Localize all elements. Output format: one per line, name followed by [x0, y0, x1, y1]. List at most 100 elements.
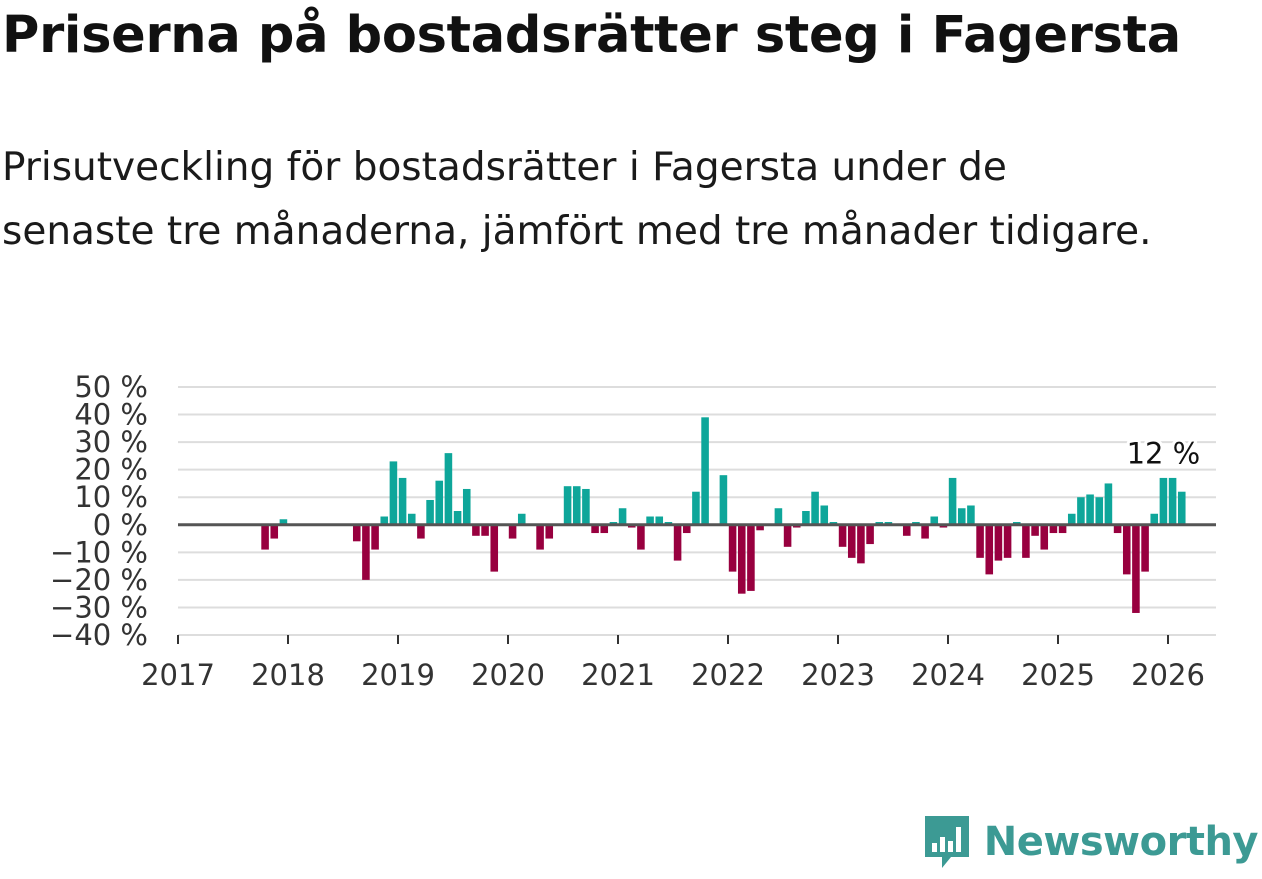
brand-name: Newsworthy — [983, 819, 1259, 865]
newsworthy-logo-icon — [924, 816, 969, 868]
x-tick-label: 2025 — [1021, 658, 1095, 692]
y-tick-label: −10 % — [50, 535, 148, 569]
bar — [967, 505, 975, 525]
y-tick-label: −40 % — [50, 618, 148, 652]
bar — [1095, 497, 1104, 525]
bar — [352, 524, 361, 542]
bar — [472, 524, 480, 536]
bar — [517, 513, 526, 525]
bar — [1031, 524, 1039, 536]
bar — [976, 524, 984, 558]
bar — [582, 488, 590, 525]
bar — [270, 524, 279, 539]
x-tick-label: 2019 — [361, 658, 435, 692]
y-tick-label: −20 % — [50, 563, 148, 597]
bar — [1077, 497, 1085, 525]
x-tick-label: 2020 — [471, 658, 545, 692]
bar — [398, 477, 407, 525]
bar — [1141, 524, 1149, 572]
bar — [673, 524, 682, 561]
chart-title: Priserna på bostadsrätter steg i Fagerst… — [2, 6, 1181, 65]
bar — [389, 461, 398, 525]
bar — [1159, 477, 1168, 525]
bar — [994, 524, 1003, 561]
bar — [462, 488, 471, 525]
bar — [279, 519, 288, 525]
bar — [802, 511, 810, 525]
bar — [481, 524, 489, 536]
bar — [838, 524, 847, 547]
chart-subtitle: Prisutveckling för bostadsrätter i Fager… — [2, 145, 1152, 254]
bar — [1049, 524, 1058, 534]
bar — [646, 516, 654, 525]
y-tick-label: 20 % — [74, 453, 148, 487]
y-tick-label: −30 % — [50, 590, 148, 624]
bars — [261, 417, 1186, 613]
bar — [536, 524, 544, 550]
bar — [1022, 524, 1030, 558]
y-tick-label: 50 % — [74, 370, 148, 404]
bar — [426, 499, 434, 525]
y-tick-label: 40 % — [74, 398, 148, 432]
bar — [857, 524, 865, 564]
bar — [1104, 483, 1113, 525]
bar — [1113, 524, 1122, 534]
bar — [261, 524, 269, 550]
bar — [902, 524, 911, 536]
bar — [600, 524, 609, 534]
y-axis-labels: 50 %40 %30 %20 %10 %0 %−10 %−20 %−30 %−4… — [50, 370, 148, 652]
annotation: 12 % — [1124, 434, 1204, 474]
bar — [1132, 524, 1140, 613]
bar — [1003, 524, 1012, 558]
bar — [847, 524, 856, 558]
bar — [774, 508, 783, 525]
bar — [948, 477, 957, 525]
x-tick-label: 2024 — [911, 658, 985, 692]
bar — [747, 524, 755, 591]
x-tick-label: 2021 — [581, 658, 655, 692]
bar — [1168, 477, 1177, 525]
bar — [453, 511, 462, 525]
x-axis: 2017 2018 2019 2020 2021 2022 2023 2024 2025 2026 — [141, 634, 1216, 692]
bar — [435, 480, 444, 525]
bar — [756, 524, 764, 531]
bar — [591, 524, 599, 534]
bar — [921, 524, 929, 539]
x-tick-label: 2022 — [691, 658, 765, 692]
bar — [1040, 524, 1049, 550]
bar — [783, 524, 792, 547]
bar — [407, 513, 416, 525]
x-tick-label: 2026 — [1131, 658, 1205, 692]
bar — [371, 524, 379, 550]
x-tick-label: 2018 — [251, 658, 325, 692]
bar — [508, 524, 517, 539]
bar — [417, 524, 425, 539]
bar — [572, 486, 581, 525]
bar — [1086, 494, 1094, 525]
bar — [866, 524, 874, 545]
bar — [737, 524, 746, 594]
bar — [380, 516, 389, 525]
bar — [682, 524, 691, 534]
bar — [1058, 524, 1067, 534]
y-tick-label: 0 % — [93, 508, 148, 542]
bar — [957, 508, 966, 525]
bar — [985, 524, 994, 575]
bar — [719, 475, 728, 525]
y-tick-label: 30 % — [74, 425, 148, 459]
bar — [362, 524, 370, 580]
brand-logo: Newsworthy — [922, 813, 1259, 871]
bar — [655, 516, 664, 525]
annotation-label: 12 % — [1127, 437, 1201, 471]
bar — [618, 508, 627, 525]
bar-chart: 50 %40 %30 %20 %10 %0 %−10 %−20 %−30 %−4… — [50, 370, 1216, 692]
bar — [444, 453, 453, 525]
x-tick-label: 2017 — [141, 658, 215, 692]
bar — [811, 491, 819, 525]
bar — [1067, 513, 1076, 525]
bar — [1150, 513, 1159, 525]
x-tick-label: 2023 — [801, 658, 875, 692]
bar — [692, 491, 700, 525]
bar — [545, 524, 554, 539]
bar — [1177, 491, 1186, 525]
